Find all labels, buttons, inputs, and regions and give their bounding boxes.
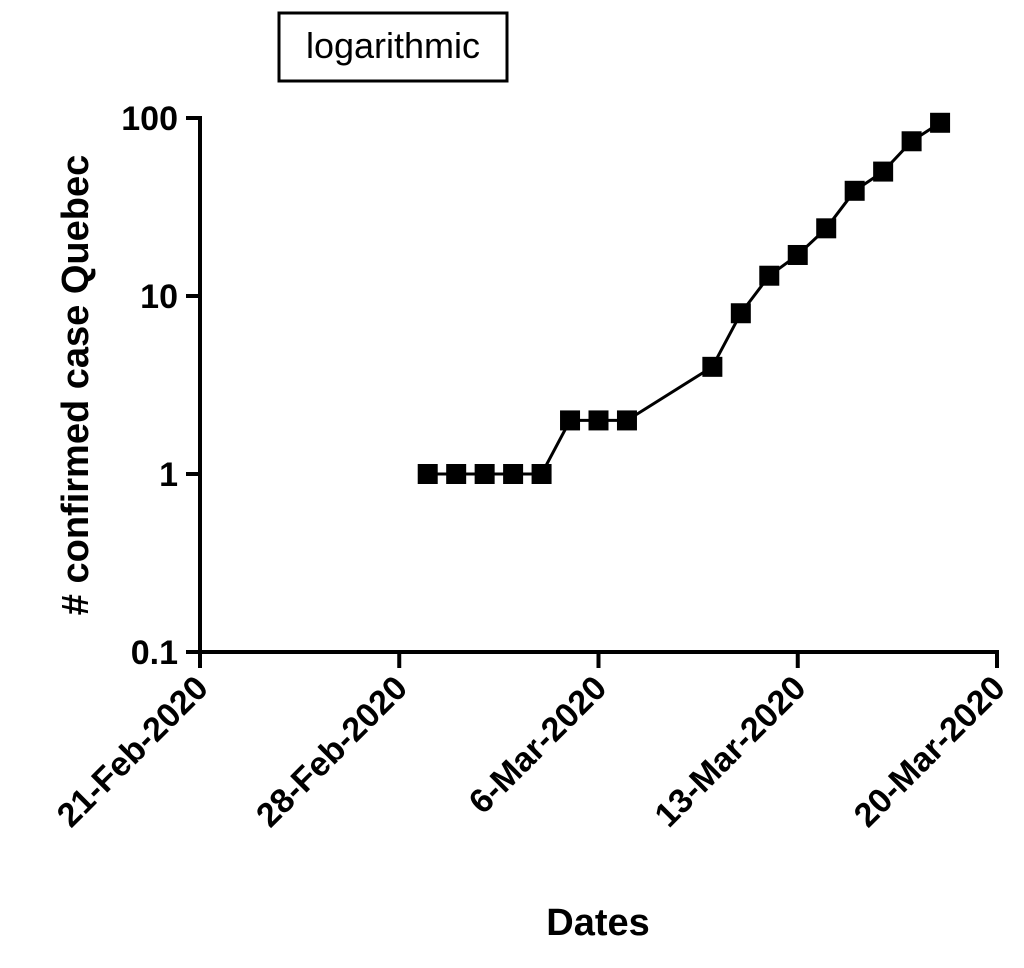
data-point <box>474 464 495 484</box>
y-tick-label: 10 <box>140 278 178 316</box>
x-tick-label: 13-Mar-2020 <box>648 669 814 835</box>
x-tick-label: 21-Feb-2020 <box>50 669 216 835</box>
data-point <box>560 410 581 431</box>
x-axis-label: Dates <box>546 902 650 944</box>
data-point <box>816 218 837 239</box>
y-axis-label: # confirmed case Quebec <box>55 155 97 615</box>
data-point <box>901 131 922 152</box>
data-point <box>930 112 951 133</box>
title-box: logarithmic <box>277 11 509 83</box>
y-tick-label: 1 <box>159 456 178 494</box>
x-tick-label: 6-Mar-2020 <box>462 669 614 821</box>
data-point <box>844 180 865 201</box>
series-line <box>427 121 941 476</box>
y-tick-label: 0.1 <box>131 634 178 672</box>
data-point <box>503 464 524 484</box>
x-tick-label: 28-Feb-2020 <box>249 669 415 835</box>
data-point <box>873 161 894 182</box>
chart-title: logarithmic <box>306 25 480 66</box>
data-point <box>417 464 438 484</box>
data-point <box>759 265 780 286</box>
data-point <box>531 464 552 484</box>
data-point <box>730 303 751 324</box>
data-point <box>702 356 723 377</box>
y-tick-label: 100 <box>121 100 178 138</box>
x-tick-label: 20-Mar-2020 <box>847 669 1013 835</box>
data-point <box>787 244 808 265</box>
data-point <box>588 410 609 431</box>
data-point <box>446 464 467 484</box>
data-point <box>616 410 637 431</box>
